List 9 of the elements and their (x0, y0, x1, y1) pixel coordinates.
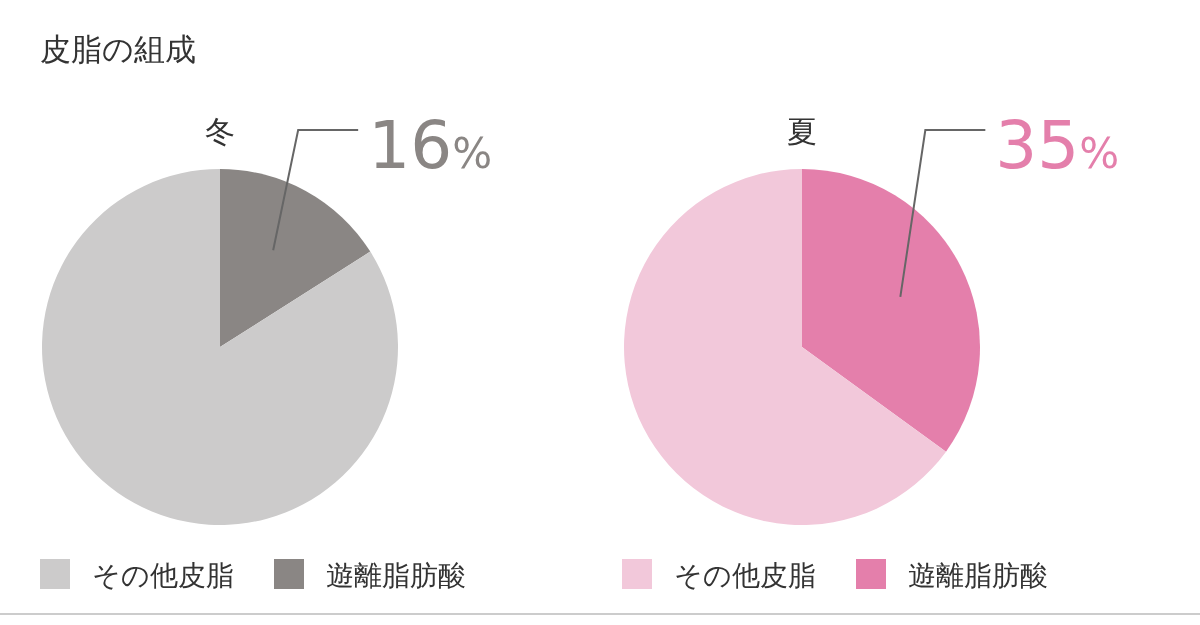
chart-subtitle: 夏 (787, 114, 817, 149)
legend-label: その他皮脂 (674, 559, 816, 592)
chart-title: 皮脂の組成 (40, 31, 196, 67)
data-label: 16% (368, 107, 493, 184)
legend-label: 遊離脂肪酸 (326, 559, 466, 592)
legend-label: 遊離脂肪酸 (908, 559, 1048, 592)
data-label: 35% (995, 107, 1120, 184)
chart-subtitle: 冬 (205, 114, 235, 149)
legend-label: その他皮脂 (92, 559, 234, 592)
